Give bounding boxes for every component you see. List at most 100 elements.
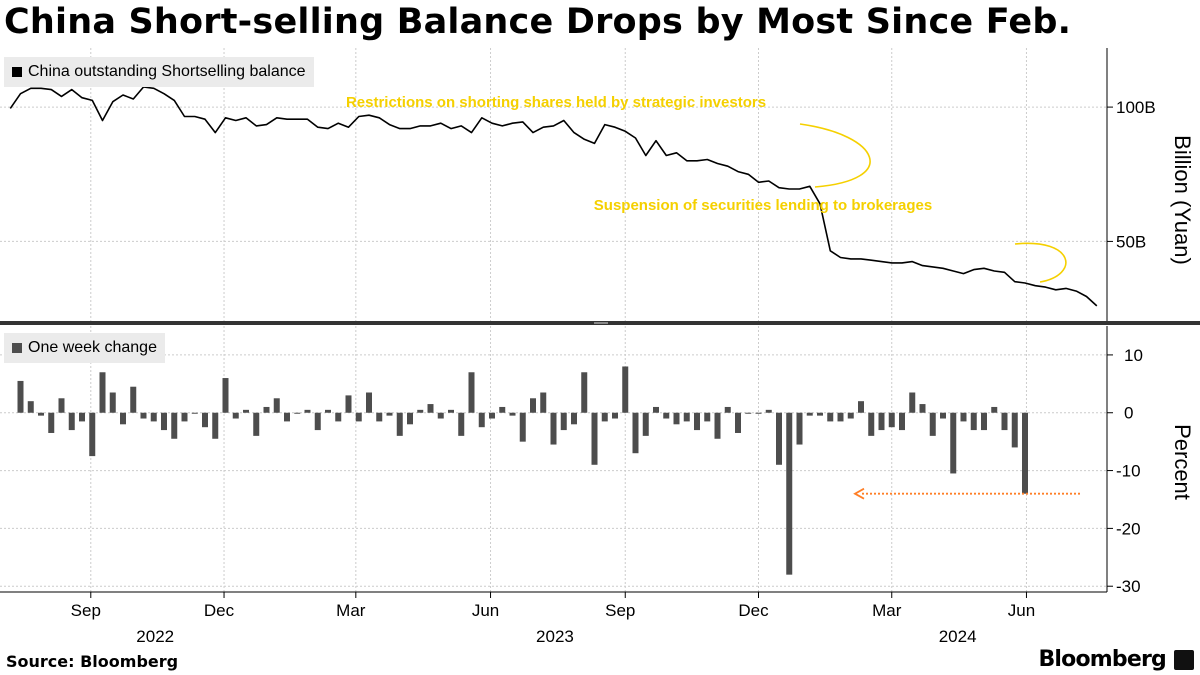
bar [950,412,957,474]
bar [396,412,403,436]
brand-logo-text: Bloomberg [1038,647,1166,672]
bar [243,409,249,413]
bar [806,412,813,416]
bar [817,412,823,416]
x-axis: Sep Dec Mar Jun Sep Dec Mar Jun 2022 2023 2024 [0,591,1107,646]
x-year-label: 2022 [136,627,174,646]
bar [109,392,116,413]
bar [89,412,96,457]
bar-legend-swatch [12,343,22,353]
bar [48,412,55,433]
bar [120,412,126,425]
bar [858,401,864,413]
annotation-layer [799,123,1080,500]
top-legend-label: China outstanding Shortselling balance [28,63,306,80]
bar [827,412,834,422]
bar [417,409,424,413]
bar [581,372,588,413]
bar [786,412,793,575]
bar [940,412,946,419]
bar [99,372,106,413]
annotation-curve-restrictions [799,123,871,188]
x-tick-label: Sep [71,601,101,620]
bar [284,412,290,422]
bar [222,378,229,413]
panel-divider-grip [594,322,608,324]
bar [448,409,454,413]
bar [847,412,854,419]
bar [899,412,905,431]
bar [776,412,782,465]
bottom-y-tick-label: -10 [1116,462,1141,481]
bar [79,412,85,422]
bar [929,412,936,436]
bottom-y-tick-label: 0 [1124,404,1133,423]
chart-title: China Short-selling Balance Drops by Mos… [4,2,1072,42]
bar [601,412,608,422]
bar [27,401,34,413]
bar [960,412,967,422]
bar [458,412,465,436]
bar [273,398,280,413]
bar [386,412,393,416]
bar [530,398,536,413]
bar [366,392,372,413]
bar [140,412,147,419]
bar [355,412,362,422]
bar [468,372,475,413]
bar [837,412,844,422]
balance-line [9,86,1098,307]
x-year-label: 2024 [939,627,977,646]
bar [970,412,977,431]
bar [263,406,270,413]
comparison-arrow-head [853,487,865,500]
bar [765,409,772,413]
bar [304,409,311,413]
top-y-tick-label: 100B [1116,98,1156,117]
bar [714,412,721,439]
top-y-axis: 50B 100B [0,48,1200,325]
bar [550,412,557,445]
bar [991,406,998,413]
bar [58,398,65,413]
annotation-restrictions: Restrictions on shorting shares held by … [346,94,766,111]
bar [704,412,711,422]
bar [622,366,629,413]
bar [376,412,383,422]
bottom-grid [0,326,1107,592]
bar [612,412,618,419]
bar [232,412,239,419]
bar [642,412,649,436]
x-tick-label: Jun [1008,601,1035,620]
bar [150,412,157,422]
bloomberg-terminal-icon [1174,650,1194,670]
bar [796,412,803,445]
x-tick-label: Mar [872,601,902,620]
bar [345,395,352,413]
bottom-y-tick-label: 10 [1124,346,1143,365]
x-tick-label: Mar [336,601,366,620]
bar [1011,412,1018,448]
bar [724,406,731,413]
bar [335,412,342,422]
bar [191,412,198,414]
bar [632,412,639,454]
bar [437,412,444,419]
bar [38,412,44,416]
bar [499,406,506,413]
source-note: Source: Bloomberg [6,652,179,671]
bar [171,412,178,439]
bar [755,412,762,414]
bar [909,392,916,413]
top-y-tick-label: 50B [1116,232,1146,251]
bar [294,412,301,414]
bottom-y-axis: 10 0 -10 -20 -30 [1106,326,1143,596]
bar [68,412,75,431]
bar [202,412,208,428]
bar [489,412,495,419]
annotation-suspension: Suspension of securities lending to brok… [594,197,932,214]
bar [181,412,188,422]
bar [407,412,413,425]
x-tick-label: Jun [472,601,499,620]
